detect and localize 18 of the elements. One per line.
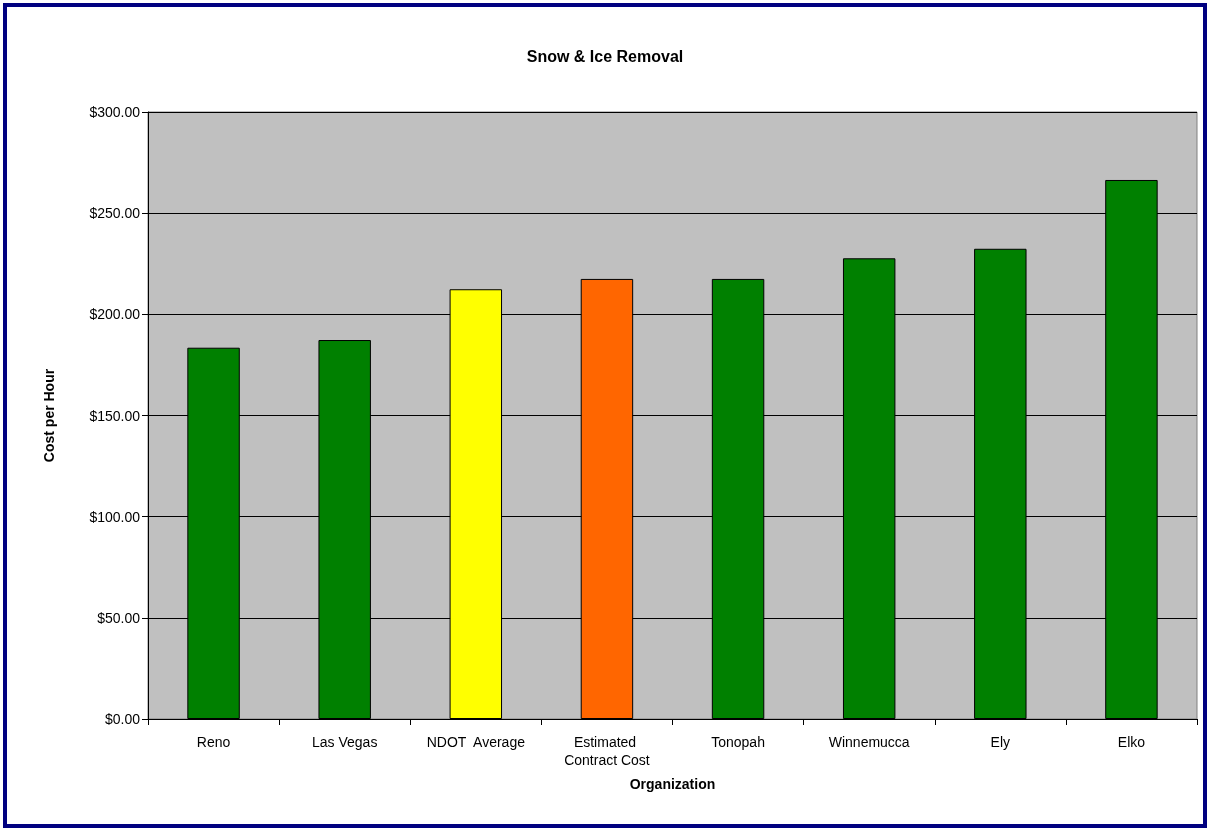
x-tick-label: Winnemucca — [828, 734, 910, 750]
chart-title: Snow & Ice Removal — [526, 47, 684, 65]
x-tick-label: Elko — [1117, 734, 1146, 750]
x-tick-label: Estimated Contract Cost — [564, 734, 650, 768]
y-tick-label: $100.00 — [89, 508, 141, 525]
x-tick-label: Las Vegas — [311, 734, 378, 750]
y-tick-label: $250.00 — [89, 205, 141, 222]
y-tick-label: $300.00 — [89, 104, 141, 120]
y-tick-label: $0.00 — [104, 711, 141, 727]
y-tick-label: $50.00 — [97, 609, 141, 626]
y-tick-label: $200.00 — [89, 306, 141, 323]
x-tick-label: NDOT Average — [426, 734, 526, 750]
x-tick-label: Reno — [196, 734, 231, 750]
x-axis-title: Organization — [629, 776, 716, 792]
x-tick-label: Tonopah — [711, 734, 765, 750]
x-tick-label: Ely — [990, 734, 1011, 750]
y-tick-label: $150.00 — [89, 407, 141, 424]
y-axis-title: Cost per Hour — [41, 368, 57, 463]
